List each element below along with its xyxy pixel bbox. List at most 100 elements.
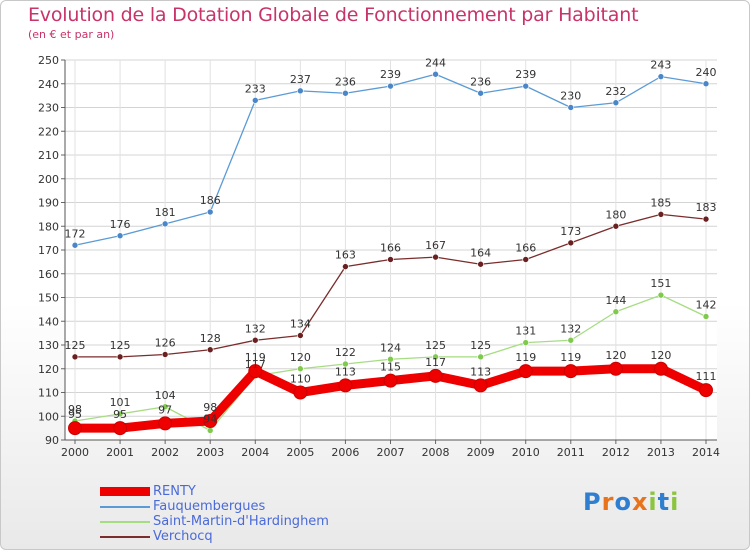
data-label-verchocq: 125 (110, 339, 131, 352)
data-point-renty (248, 364, 263, 379)
y-tick-label: 120 (38, 363, 59, 376)
y-tick-label: 140 (38, 315, 59, 328)
data-label-saint-martin-d-hardinghem: 125 (470, 339, 491, 352)
data-point-fauquembergues (432, 70, 439, 78)
data-point-saint-martin-d-hardinghem (477, 353, 484, 361)
data-label-saint-martin-d-hardinghem: 101 (110, 396, 131, 409)
data-point-saint-martin-d-hardinghem (522, 339, 530, 346)
data-point-verchocq (702, 215, 710, 223)
data-label-saint-martin-d-hardinghem: 142 (696, 299, 717, 312)
data-point-renty (563, 364, 578, 379)
data-point-saint-martin-d-hardinghem (702, 313, 710, 320)
data-point-saint-martin-d-hardinghem (432, 353, 439, 361)
data-point-fauquembergues (161, 220, 169, 228)
data-label-renty: 115 (380, 361, 401, 374)
logo-letter: i (648, 488, 658, 516)
data-point-verchocq (251, 336, 259, 344)
y-tick-label: 160 (38, 268, 59, 281)
y-tick-label: 130 (38, 339, 59, 352)
data-label-renty: 117 (425, 356, 446, 369)
data-label-saint-martin-d-hardinghem: 120 (290, 351, 311, 364)
y-tick-label: 90 (45, 434, 59, 447)
data-point-verchocq (477, 260, 484, 268)
data-label-verchocq: 173 (560, 225, 581, 238)
data-label-verchocq: 134 (290, 318, 311, 331)
data-label-verchocq: 132 (245, 322, 266, 335)
data-point-renty (518, 364, 533, 379)
data-point-fauquembergues (251, 97, 259, 104)
data-point-saint-martin-d-hardinghem (206, 427, 214, 434)
y-tick-label: 100 (38, 410, 59, 423)
data-label-fauquembergues: 172 (65, 227, 86, 240)
x-tick-label: 2004 (241, 446, 269, 459)
data-point-verchocq (387, 256, 394, 263)
y-tick-label: 230 (38, 102, 59, 115)
x-tick-label: 2011 (557, 446, 585, 459)
data-label-fauquembergues: 233 (245, 82, 266, 95)
data-label-fauquembergues: 239 (380, 68, 401, 81)
data-label-saint-martin-d-hardinghem: 117 (245, 358, 266, 371)
x-tick-label: 2010 (512, 446, 540, 459)
data-point-renty (428, 368, 443, 383)
data-point-fauquembergues (116, 232, 124, 240)
data-point-renty (383, 373, 398, 388)
logo-letter: o (614, 488, 632, 516)
data-point-renty (653, 361, 668, 376)
data-point-verchocq (297, 332, 304, 339)
logo-letter: x (631, 488, 649, 516)
data-label-saint-martin-d-hardinghem: 144 (605, 294, 626, 307)
data-point-fauquembergues (297, 87, 304, 95)
data-label-renty: 111 (696, 370, 717, 383)
data-point-renty (699, 383, 713, 398)
y-tick-label: 150 (38, 292, 59, 305)
x-tick-label: 2001 (106, 446, 134, 459)
y-tick-label: 190 (38, 197, 59, 210)
x-tick-label: 2005 (286, 446, 314, 459)
data-point-renty (68, 421, 82, 436)
data-point-verchocq (567, 239, 575, 247)
data-point-fauquembergues (567, 104, 575, 111)
data-label-saint-martin-d-hardinghem: 98 (68, 403, 82, 416)
legend-label: Fauquembergues (153, 499, 266, 514)
logo-letter: P (583, 488, 602, 516)
data-point-saint-martin-d-hardinghem (297, 365, 304, 373)
data-label-verchocq: 185 (650, 196, 671, 209)
x-tick-label: 2014 (692, 446, 720, 459)
data-point-fauquembergues (657, 73, 665, 80)
data-label-renty: 95 (68, 408, 82, 421)
legend-swatch (100, 535, 150, 538)
y-tick-label: 240 (38, 78, 59, 91)
y-tick-label: 220 (38, 125, 59, 138)
data-point-saint-martin-d-hardinghem (612, 308, 620, 316)
data-point-fauquembergues (522, 82, 530, 90)
data-point-renty (293, 385, 308, 400)
data-point-renty (158, 416, 173, 431)
data-point-verchocq (116, 353, 124, 361)
data-point-fauquembergues (702, 80, 710, 88)
x-tick-label: 2000 (61, 446, 89, 459)
data-label-fauquembergues: 181 (155, 206, 176, 219)
data-label-verchocq: 166 (515, 242, 536, 255)
data-label-fauquembergues: 176 (110, 218, 131, 231)
data-point-verchocq (342, 263, 349, 270)
data-point-renty (113, 421, 128, 436)
data-label-fauquembergues: 237 (290, 73, 311, 86)
data-point-verchocq (657, 211, 665, 218)
x-tick-label: 2006 (331, 446, 359, 459)
y-tick-label: 250 (38, 54, 59, 67)
data-label-saint-martin-d-hardinghem: 151 (650, 277, 671, 290)
logo-letter: t (657, 488, 671, 516)
data-label-verchocq: 164 (470, 246, 491, 259)
data-point-fauquembergues (477, 89, 484, 97)
data-label-saint-martin-d-hardinghem: 124 (380, 341, 401, 354)
x-tick-label: 2009 (467, 446, 495, 459)
y-tick-label: 180 (38, 220, 59, 233)
data-label-renty: 95 (113, 408, 127, 421)
legend-label: Saint-Martin-d'Hardinghem (153, 514, 329, 529)
x-tick-label: 2003 (196, 446, 224, 459)
data-label-renty: 119 (245, 351, 266, 364)
data-label-fauquembergues: 230 (560, 90, 581, 103)
y-tick-label: 170 (38, 244, 59, 257)
data-label-fauquembergues: 232 (605, 85, 626, 98)
